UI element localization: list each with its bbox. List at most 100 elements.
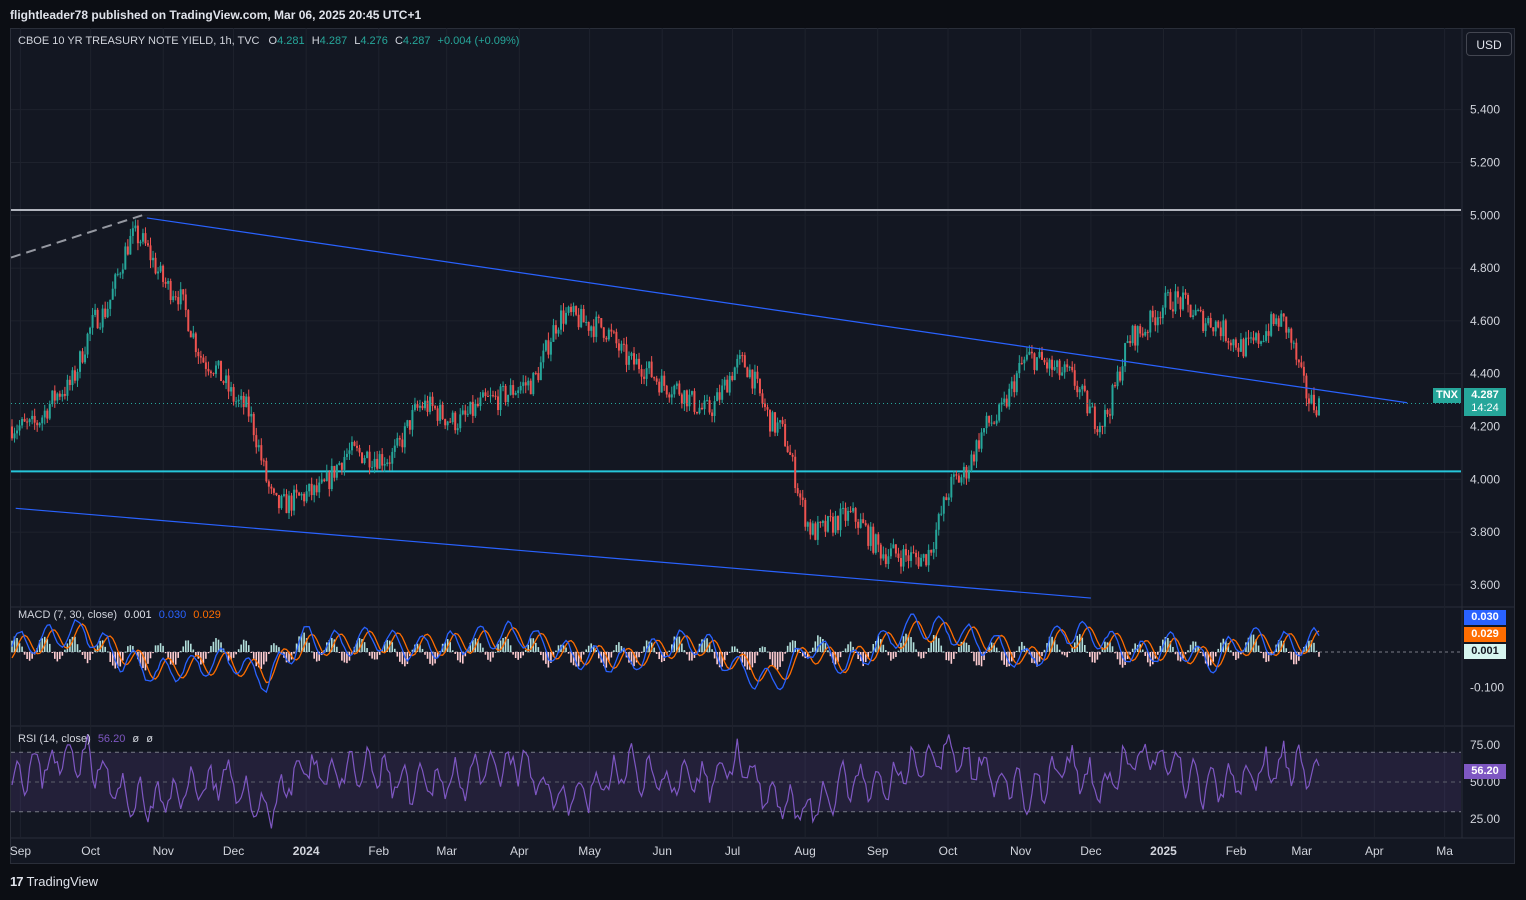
- candle-body: [484, 392, 487, 397]
- macd-histogram-bar: [1068, 652, 1071, 653]
- candle-body: [580, 308, 583, 328]
- macd-histogram-bar: [1202, 652, 1204, 657]
- candle-body: [859, 519, 862, 528]
- candle-body: [1076, 385, 1079, 393]
- candle-body: [915, 552, 918, 558]
- macd-histogram-bar: [1232, 652, 1235, 656]
- candle-body: [338, 462, 341, 465]
- candle-body: [320, 479, 323, 483]
- candle-body: [522, 382, 525, 386]
- macd-histogram-bar: [761, 646, 764, 652]
- x-tick-label: Apr: [510, 844, 529, 858]
- macd-histogram-bar: [479, 643, 482, 652]
- macd-histogram-bar: [572, 652, 575, 666]
- macd-histogram-bar: [383, 642, 386, 652]
- candle-body: [507, 394, 510, 403]
- candle-body: [111, 288, 114, 300]
- candle-body: [31, 415, 34, 420]
- candle-body: [86, 333, 89, 355]
- macd-histogram-bar: [1287, 652, 1290, 653]
- macd-histogram-bar: [1217, 648, 1220, 652]
- macd-histogram-bar: [857, 652, 859, 660]
- macd-histogram-bar: [978, 652, 980, 666]
- macd-histogram-bar: [771, 652, 774, 666]
- macd-histogram-bar: [935, 635, 938, 652]
- macd-histogram-bar: [932, 635, 935, 652]
- macd-histogram-bar: [137, 652, 139, 660]
- candle-body: [1046, 362, 1049, 369]
- candle-body: [904, 549, 907, 556]
- candle-body: [159, 265, 162, 272]
- candle-body: [398, 438, 401, 440]
- candle-body: [794, 456, 797, 489]
- macd-histogram-bar: [212, 641, 215, 652]
- candle-body: [245, 396, 248, 407]
- x-tick-label: Mar: [436, 844, 457, 858]
- macd-histogram-bar: [958, 647, 960, 652]
- macd-histogram-bar: [270, 645, 273, 652]
- candle-body: [1267, 331, 1270, 336]
- candle-body: [1043, 359, 1046, 363]
- macd-histogram-bar: [1159, 645, 1162, 652]
- macd-histogram-bar: [980, 652, 983, 667]
- macd-histogram-bar: [852, 646, 854, 652]
- macd-histogram-bar: [688, 652, 691, 661]
- macd-histogram-bar: [756, 652, 759, 656]
- candle-body: [1108, 414, 1111, 416]
- rsi-extra-2: ø: [146, 733, 153, 745]
- candle-body: [960, 477, 963, 483]
- macd-histogram-bar: [436, 652, 439, 658]
- macd-histogram-bar: [187, 640, 190, 652]
- candle-body: [340, 462, 343, 470]
- candle-body: [1202, 310, 1205, 332]
- macd-histogram-bar: [469, 642, 472, 652]
- macd-histogram-bar: [499, 640, 502, 652]
- candle-body: [325, 472, 328, 482]
- macd-histogram-bar: [749, 652, 751, 670]
- macd-histogram-bar: [399, 652, 401, 662]
- candle-body: [567, 306, 570, 313]
- x-tick-label: Feb: [1226, 844, 1247, 858]
- macd-histogram-bar: [1295, 652, 1298, 665]
- candle-body: [194, 333, 197, 353]
- candle-body: [16, 430, 19, 434]
- candle-body: [121, 269, 124, 274]
- candle-body: [902, 549, 905, 567]
- currency-button[interactable]: USD: [1466, 32, 1512, 56]
- macd-histogram-bar: [1277, 640, 1280, 652]
- candle-body: [537, 372, 540, 381]
- tradingview-brand: TradingView: [26, 874, 99, 889]
- candle-body: [897, 553, 900, 558]
- candle-body: [1068, 366, 1071, 368]
- candle-body: [154, 257, 157, 274]
- candle-body: [285, 494, 288, 514]
- macd-histogram-bar: [1230, 650, 1232, 652]
- candle-body: [1081, 385, 1084, 390]
- macd-histogram-bar: [371, 652, 373, 659]
- candle-body: [1061, 372, 1064, 376]
- macd-histogram-bar: [1255, 639, 1257, 652]
- candle-body: [378, 454, 381, 469]
- macd-histogram-bar: [608, 652, 610, 663]
- macd-histogram-bar: [917, 652, 920, 657]
- macd-histogram-bar: [429, 652, 431, 664]
- macd-histogram-bar: [472, 640, 474, 652]
- candle-body: [771, 412, 774, 432]
- macd-histogram-bar: [1041, 652, 1043, 657]
- tradingview-logo[interactable]: 17 TradingView: [10, 874, 98, 889]
- macd-histogram-bar: [1048, 636, 1051, 652]
- candle-body: [668, 394, 671, 398]
- candle-body: [862, 519, 865, 524]
- candle-body: [625, 344, 628, 365]
- candle-body: [267, 481, 270, 487]
- macd-histogram-bar: [590, 643, 593, 652]
- macd-histogram-bar: [129, 645, 132, 652]
- macd-histogram-bar: [116, 652, 119, 668]
- tradingview-mark-icon: 17: [10, 874, 24, 889]
- macd-histogram-bar: [995, 647, 998, 652]
- candle-body: [854, 508, 857, 522]
- macd-histogram-bar: [1174, 652, 1177, 655]
- macd-histogram-bar: [638, 652, 640, 658]
- candle-body: [129, 235, 132, 255]
